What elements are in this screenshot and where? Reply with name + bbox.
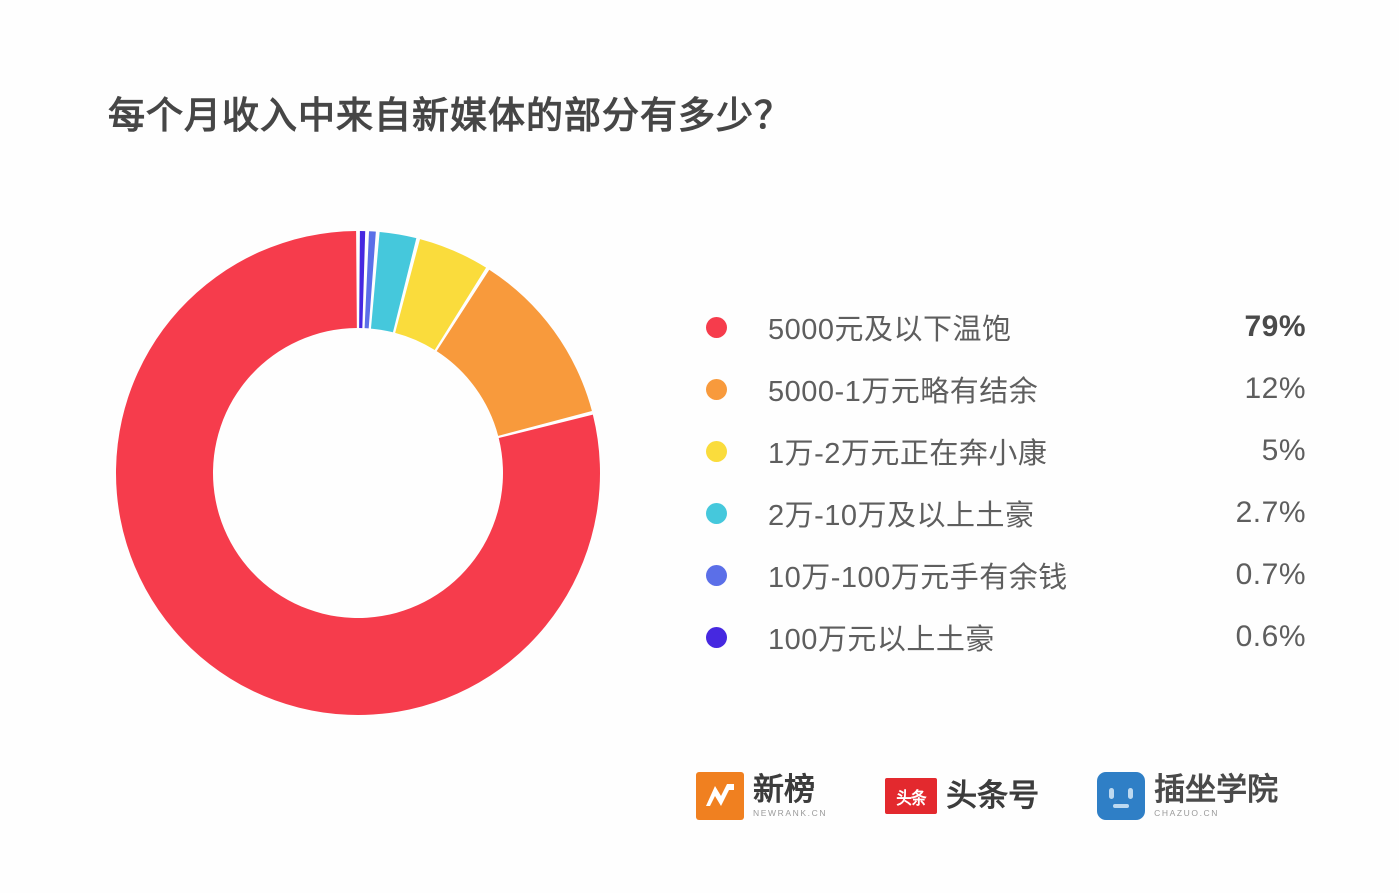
donut-slice[interactable] — [116, 231, 600, 716]
legend-item-label: 5000-1万元略有结余 — [768, 376, 1039, 408]
donut-slice[interactable] — [370, 231, 417, 333]
legend-item-value: 2.7% — [1235, 496, 1306, 529]
legend-item-value: 79% — [1244, 310, 1306, 343]
legend-swatch-icon — [706, 626, 727, 648]
legend-item-label: 100万元以上土豪 — [768, 624, 995, 656]
legend-swatch-icon — [706, 440, 727, 462]
page-title: 每个月收入中来自新媒体的部分有多少？ — [108, 95, 792, 136]
legend-item-value: 0.7% — [1235, 558, 1306, 591]
legend-item-value: 0.6% — [1235, 620, 1306, 653]
legend-item[interactable]: 10万-100万元手有余钱 0.7% — [706, 544, 1306, 606]
logo-newrank-url: NEWRANK.CN — [753, 808, 828, 819]
chart-legend: 5000元及以下温饱 79% 5000-1万元略有结余 12% 1万-2万元正在奔小康 5… — [706, 296, 1306, 668]
legend-item-label: 1万-2万元正在奔小康 — [768, 438, 1048, 470]
logo-toutiaohao: 头条 头条号 — [885, 778, 1039, 814]
legend-item[interactable]: 2万-10万及以上土豪 2.7% — [706, 482, 1306, 544]
donut-slice[interactable] — [395, 239, 487, 350]
donut-slices — [116, 231, 600, 716]
logo-newrank: 新榜 NEWRANK.CN — [696, 772, 827, 820]
legend-item[interactable]: 100万元以上土豪 0.6% — [706, 606, 1306, 668]
chazuo-mouth-icon — [1113, 804, 1130, 808]
legend-item[interactable]: 5000-1万元略有结余 12% — [706, 358, 1306, 420]
chazuo-eye-left-icon — [1109, 788, 1115, 799]
logo-chazuo: 插坐学院 CHAZUO.CN — [1097, 772, 1278, 820]
legend-swatch-icon — [706, 502, 727, 524]
logo-toutiaohao-name: 头条号 — [946, 777, 1040, 813]
legend-item-label: 2万-10万及以上土豪 — [768, 500, 1035, 532]
logo-chazuo-url: CHAZUO.CN — [1154, 808, 1220, 819]
legend-item-value: 12% — [1244, 372, 1306, 405]
donut-slice[interactable] — [364, 231, 376, 329]
legend-swatch-icon — [706, 378, 727, 400]
logo-newrank-name: 新榜 — [753, 771, 815, 807]
logo-chazuo-name: 插坐学院 — [1154, 771, 1279, 807]
toutiao-mark-text: 头条 — [896, 788, 926, 808]
legend-swatch-icon — [706, 316, 727, 338]
newrank-mark-icon — [696, 772, 744, 820]
legend-swatch-icon — [706, 564, 727, 586]
chazuo-mark-icon — [1097, 772, 1146, 820]
chazuo-eye-right-icon — [1128, 788, 1134, 799]
legend-item-label: 5000元及以下温饱 — [768, 314, 1012, 346]
toutiao-mark-icon: 头条 — [885, 778, 938, 814]
legend-item[interactable]: 5000元及以下温饱 79% — [706, 296, 1306, 358]
donut-chart-svg — [116, 231, 600, 716]
legend-item-value: 5% — [1261, 434, 1306, 467]
donut-chart — [113, 228, 603, 718]
legend-item[interactable]: 1万-2万元正在奔小康 5% — [706, 420, 1306, 482]
footer-logo-row: 新榜 NEWRANK.CN 头条 头条号 插坐学院 CHAZUO.CN — [696, 772, 1278, 820]
donut-slice[interactable] — [436, 269, 592, 436]
legend-item-label: 10万-100万元手有余钱 — [768, 562, 1068, 594]
donut-slice[interactable] — [359, 231, 366, 329]
